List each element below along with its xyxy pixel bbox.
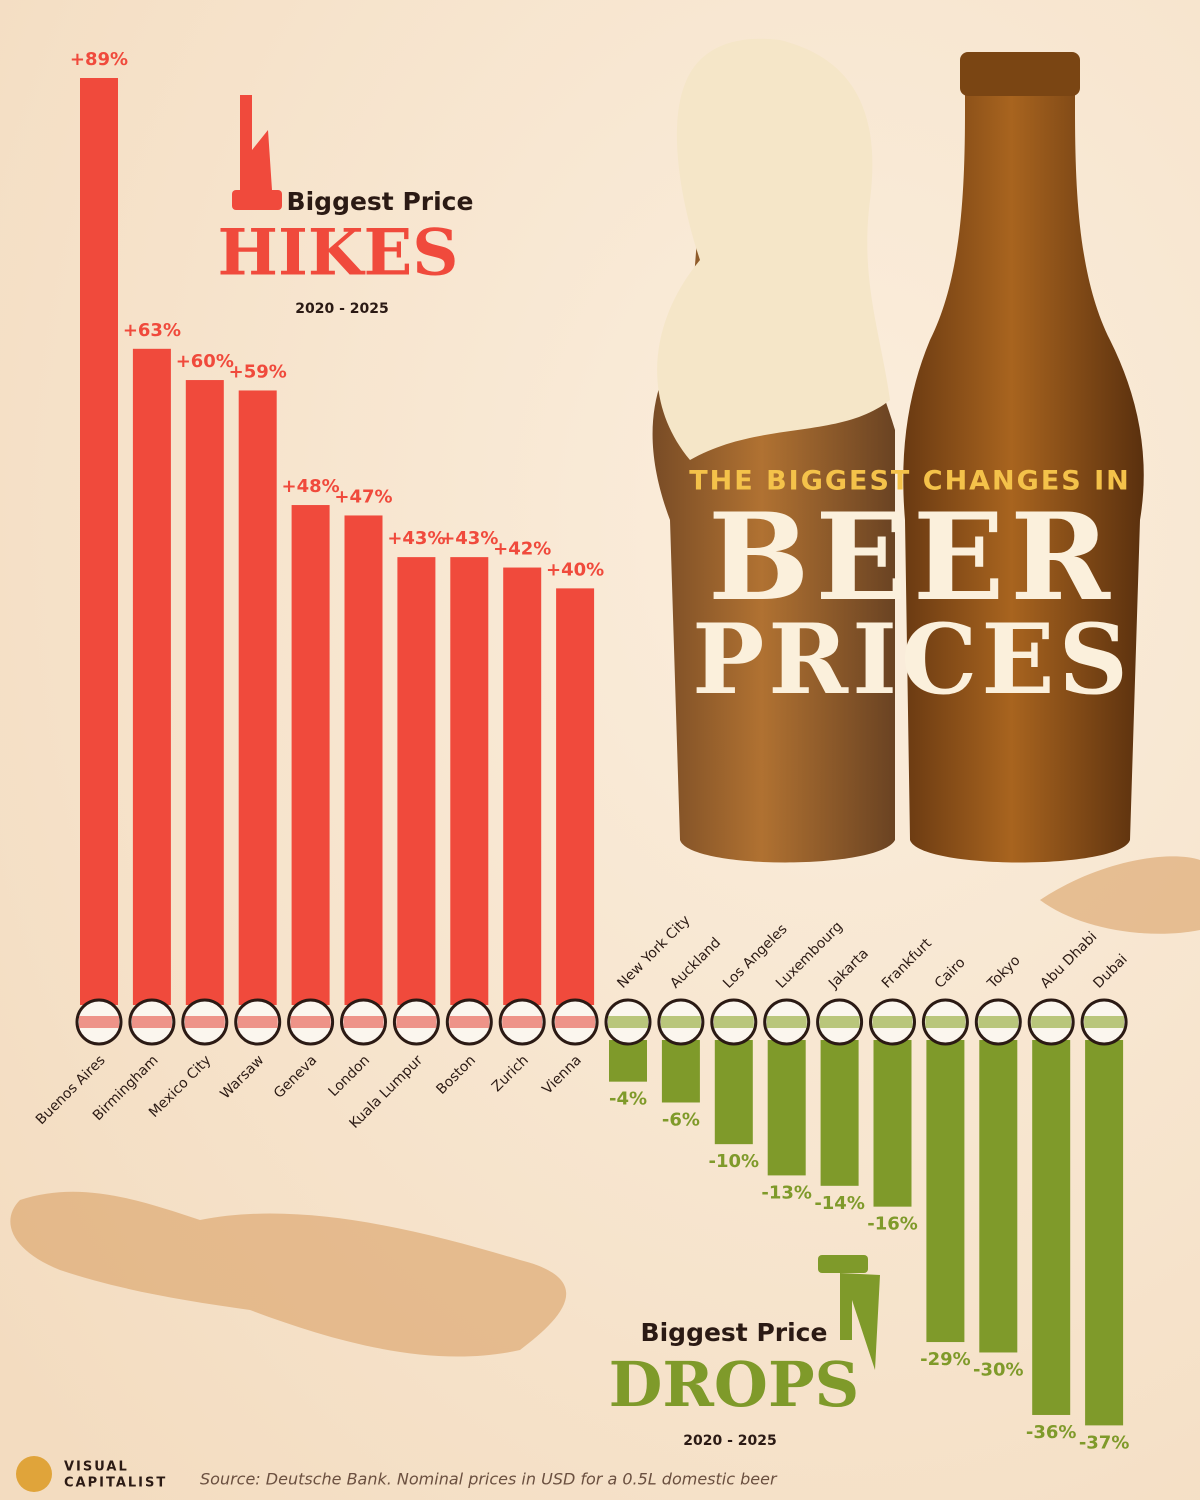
bar <box>926 1040 965 1343</box>
spill <box>10 1191 567 1357</box>
flag-stripe <box>131 1016 172 1028</box>
flag-stripe <box>184 1016 225 1028</box>
bar <box>185 380 224 1006</box>
flag-stripe <box>925 1016 966 1028</box>
bar <box>714 1040 753 1145</box>
hand-icon <box>840 1273 880 1370</box>
flag-stripe <box>819 1016 860 1028</box>
bar <box>1032 1040 1071 1415</box>
value-label: -36% <box>1026 1422 1077 1443</box>
bar <box>661 1040 700 1103</box>
value-label: +40% <box>546 559 604 580</box>
bar <box>238 390 277 1005</box>
drops-heading: Biggest Price <box>641 1318 828 1347</box>
bar <box>820 1040 859 1186</box>
hikes-years: 2020 - 2025 <box>295 301 389 317</box>
bar <box>450 557 489 1005</box>
brand: VISUAL <box>64 1460 129 1475</box>
bar <box>1085 1040 1124 1426</box>
flag-stripe <box>978 1016 1019 1028</box>
value-label: -14% <box>814 1193 865 1214</box>
flag-stripe <box>713 1016 754 1028</box>
bar <box>767 1040 806 1176</box>
bar <box>503 567 542 1005</box>
bar <box>873 1040 912 1207</box>
brand: CAPITALIST <box>64 1476 167 1491</box>
bar <box>979 1040 1018 1353</box>
title-main: PRICES <box>692 603 1132 716</box>
logo <box>16 1456 52 1492</box>
hikes-word: HIKES <box>217 216 458 291</box>
flag-stripe <box>343 1016 384 1028</box>
bar <box>556 588 595 1005</box>
value-label: +63% <box>123 320 181 341</box>
value-label: +48% <box>282 476 340 497</box>
hand-icon <box>232 190 282 210</box>
flag-stripe <box>608 1016 648 1028</box>
title-main: BEER <box>708 487 1116 628</box>
value-label: +59% <box>229 361 287 382</box>
value-label: +42% <box>493 539 551 560</box>
flag-stripe <box>396 1016 437 1028</box>
value-label: +43% <box>387 528 445 549</box>
flag-stripe <box>872 1016 913 1028</box>
value-label: -13% <box>761 1182 812 1203</box>
flag-stripe <box>79 1016 119 1028</box>
bar <box>609 1040 647 1082</box>
bar <box>291 505 330 1005</box>
value-label: -10% <box>709 1151 760 1172</box>
title: THE BIGGEST CHANGES IN <box>689 466 1131 497</box>
bar <box>344 515 383 1005</box>
bar <box>80 78 118 1005</box>
flag-stripe <box>660 1016 701 1028</box>
hand-icon <box>818 1255 868 1273</box>
value-label: -30% <box>973 1359 1024 1380</box>
spill <box>1040 856 1200 934</box>
flag-stripe <box>766 1016 807 1028</box>
hikes-heading: Biggest Price <box>287 187 474 216</box>
value-label: +60% <box>176 351 234 372</box>
value-label: +89% <box>70 49 128 70</box>
value-label: -16% <box>867 1214 918 1235</box>
value-label: -4% <box>609 1089 647 1110</box>
hand-icon <box>240 95 272 190</box>
flag-stripe <box>1084 1016 1125 1028</box>
bar <box>397 557 436 1005</box>
drops-years: 2020 - 2025 <box>683 1433 777 1449</box>
flag-stripe <box>1031 1016 1072 1028</box>
value-label: +43% <box>440 528 498 549</box>
bottle-cap-ring <box>960 52 1080 96</box>
value-label: +47% <box>334 486 392 507</box>
bottle <box>903 60 1144 863</box>
value-label: -29% <box>920 1349 971 1370</box>
foam <box>657 38 890 461</box>
value-label: -6% <box>662 1109 700 1130</box>
source: Source: Deutsche Bank. Nominal prices in… <box>200 1470 778 1489</box>
flag-stripe <box>449 1016 490 1028</box>
flag-stripe <box>502 1016 543 1028</box>
flag-stripe <box>290 1016 331 1028</box>
flag-stripe <box>555 1016 596 1028</box>
drops-word: DROPS <box>609 1348 860 1421</box>
value-label: -37% <box>1079 1432 1130 1453</box>
bar <box>132 348 171 1006</box>
flag-stripe <box>237 1016 278 1028</box>
